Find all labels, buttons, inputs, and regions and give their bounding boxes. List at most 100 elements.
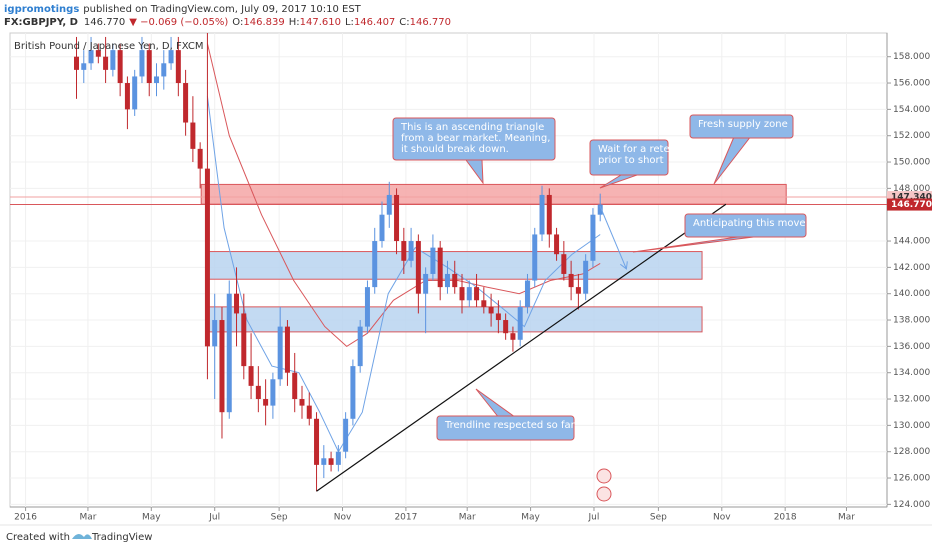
candle-body (183, 83, 189, 123)
candle-body (124, 83, 130, 110)
price-tag (887, 198, 932, 211)
candle-body (110, 50, 116, 70)
callout-text: Anticipating this move (693, 218, 806, 229)
symbol: FX:GBPJPY, D (4, 17, 78, 28)
candle-body (132, 76, 138, 110)
candle-body (575, 287, 581, 294)
c-key: C: (399, 17, 409, 28)
zone (200, 183, 787, 205)
price-tag-label: 147.340 (891, 193, 932, 203)
candle-body (554, 234, 560, 255)
candle-body (430, 247, 436, 274)
candle-body (154, 76, 160, 84)
candle-body (204, 168, 210, 347)
y-tick-label: 142.000 (893, 263, 930, 273)
y-tick-label: 158.000 (893, 52, 930, 62)
x-tick-label: Sep (271, 513, 288, 523)
x-tick-label: Sep (650, 513, 667, 523)
x-tick-label: Jul (208, 513, 220, 523)
footer-brand[interactable]: TradingView (91, 532, 152, 543)
candle-body (248, 366, 254, 386)
event-icon[interactable] (596, 468, 612, 484)
x-tick-label: May (142, 513, 161, 523)
callout-box (689, 114, 794, 139)
callout-line: Wait for a retest (598, 144, 679, 155)
x-tick-label: Mar (79, 513, 96, 523)
callout-line: Fresh supply zone (698, 119, 788, 130)
candle-body (161, 63, 167, 77)
candle-body (212, 320, 218, 347)
candle-body (168, 50, 174, 64)
moving-average (206, 43, 601, 348)
callout-line: Trendline respected so far (444, 420, 576, 431)
candle-body (524, 280, 530, 307)
callout-text: Wait for a retest prior to short (598, 144, 679, 166)
y-tick-label: 152.000 (893, 131, 930, 141)
candle-body (95, 50, 101, 57)
candle-body (481, 300, 487, 307)
candle-body (517, 306, 523, 340)
x-tick-label: Nov (713, 513, 731, 523)
candle-body (197, 148, 203, 169)
candle-body (568, 273, 574, 288)
candle-body (364, 287, 370, 327)
last: 146.770 (84, 17, 125, 28)
change: ▼ −0.069 (−0.05%) (129, 17, 228, 28)
x-tick-label: 2018 (774, 513, 797, 523)
candle-body (583, 260, 589, 294)
user[interactable]: igpromotings (4, 4, 79, 15)
y-tick-label: 154.000 (893, 105, 930, 115)
projection-arrow (599, 205, 626, 268)
candle-body (343, 418, 349, 452)
annotations: This is an ascending triangle from a bear… (392, 114, 807, 441)
candle-body (488, 306, 494, 314)
callout-text: This is an ascending triangle from a bear… (400, 122, 550, 155)
y-tick-label: 150.000 (893, 158, 930, 168)
candle-body (241, 313, 247, 367)
callout-box (392, 117, 556, 161)
callout-line: prior to short (598, 155, 664, 166)
y-tick-label: 148.000 (893, 184, 930, 194)
candle-body (219, 320, 225, 413)
callout-line: it should break down. (401, 144, 509, 155)
moving-average (206, 96, 601, 453)
candle-body (335, 451, 341, 465)
footer-created: Created with (6, 532, 70, 543)
candle-body (117, 50, 123, 84)
candle-body (299, 399, 305, 406)
candle-body (88, 50, 94, 64)
x-tick-label: Mar (838, 513, 855, 523)
o-val: 146.839 (243, 17, 284, 28)
candle-body (350, 366, 356, 419)
y-tick-label: 126.000 (893, 474, 930, 484)
candle-body (328, 458, 334, 465)
y-tick-label: 130.000 (893, 421, 930, 431)
c-val: 146.770 (410, 17, 451, 28)
symbol-line: FX:GBPJPY, D 146.770 ▼ −0.069 (−0.05%) O:14… (4, 17, 451, 28)
candle-body (270, 379, 276, 406)
candle-body (226, 293, 232, 413)
candle-body (321, 458, 327, 465)
y-tick-label: 138.000 (893, 316, 930, 326)
candle-body (590, 214, 596, 261)
candle-body (510, 333, 516, 340)
y-tick-label: 136.000 (893, 342, 930, 352)
callout-box (684, 213, 807, 238)
candle-body (408, 241, 414, 261)
candle-body (394, 194, 400, 242)
plot (10, 33, 887, 507)
h-val: 147.610 (300, 17, 341, 28)
event-icon[interactable] (596, 486, 612, 502)
y-tick-label: 128.000 (893, 447, 930, 457)
candle-body (495, 313, 501, 321)
candle-body (401, 241, 407, 261)
candle-body (234, 293, 240, 314)
y-tick-label: 124.000 (893, 500, 930, 510)
candle-body (444, 273, 450, 288)
watermark-title: British Pound / Japanese Yen, D, FXCM (14, 41, 203, 52)
callout-text: Fresh supply zone (698, 119, 788, 130)
x-tick-label: 2016 (14, 513, 37, 523)
candle-body (423, 273, 429, 294)
candle-body (277, 326, 283, 380)
callout-line: from a bear market. Meaning, (401, 133, 550, 144)
